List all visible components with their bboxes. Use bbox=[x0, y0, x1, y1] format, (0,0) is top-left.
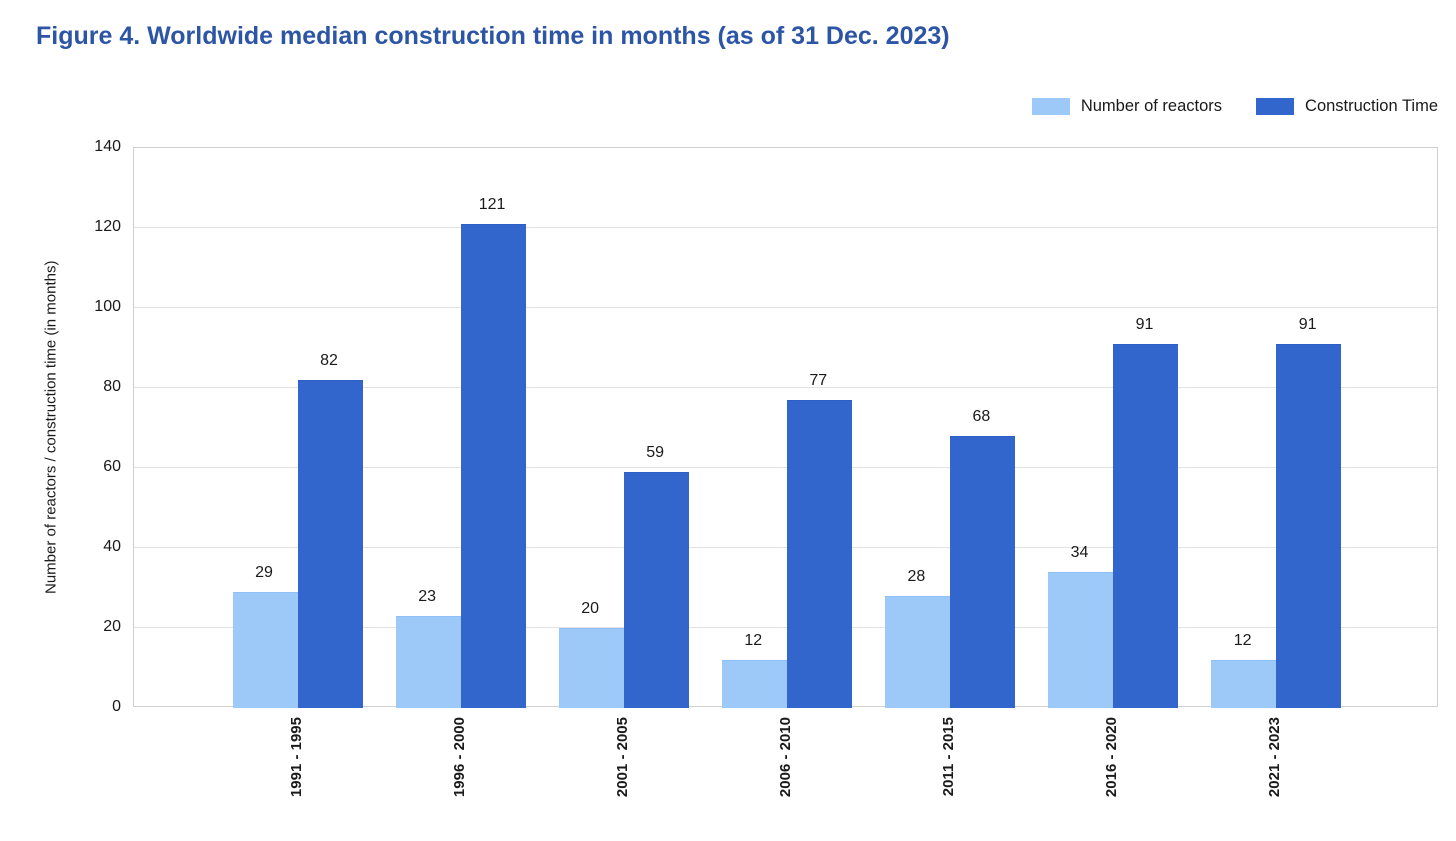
gridline bbox=[134, 467, 1437, 468]
x-axis-label: 1991 - 1995 bbox=[287, 717, 305, 798]
x-axis-label: 2011 - 2015 bbox=[939, 717, 957, 797]
bar bbox=[558, 628, 624, 708]
bar bbox=[1276, 344, 1342, 708]
bar bbox=[460, 224, 526, 708]
x-axis-label: 2001 - 2005 bbox=[613, 717, 631, 798]
bar bbox=[297, 380, 363, 708]
bar bbox=[786, 400, 852, 708]
x-axis-label: 1996 - 2000 bbox=[450, 717, 468, 798]
legend-item: Number of reactors bbox=[1031, 96, 1223, 116]
bar bbox=[623, 472, 689, 708]
bar bbox=[1113, 344, 1178, 708]
bar-value-label: 28 bbox=[907, 568, 926, 585]
y-axis-title: Number of reactors / construction time (… bbox=[42, 260, 60, 594]
bar-value-label: 91 bbox=[1135, 316, 1154, 333]
gridline bbox=[134, 307, 1437, 308]
bar-value-label: 59 bbox=[646, 444, 665, 461]
legend-label: Construction Time bbox=[1305, 96, 1438, 115]
y-tick-label: 60 bbox=[103, 458, 121, 475]
legend-swatch bbox=[1256, 97, 1295, 115]
y-tick-label: 40 bbox=[103, 538, 121, 555]
bar bbox=[1211, 660, 1277, 708]
bar bbox=[949, 436, 1015, 708]
bar bbox=[884, 596, 950, 708]
gridline bbox=[134, 387, 1437, 388]
legend-swatch bbox=[1031, 97, 1070, 115]
gridline bbox=[134, 627, 1437, 628]
bar bbox=[232, 592, 298, 708]
bar-value-label: 77 bbox=[809, 372, 828, 389]
bar-value-label: 91 bbox=[1298, 316, 1317, 333]
x-axis-label: 2006 - 2010 bbox=[776, 717, 794, 798]
bar bbox=[395, 616, 461, 708]
bar-value-label: 68 bbox=[972, 408, 991, 425]
y-tick-label: 100 bbox=[94, 298, 121, 315]
x-axis-label: 2021 - 2023 bbox=[1266, 717, 1284, 798]
y-tick-label: 80 bbox=[103, 378, 121, 395]
plot-area bbox=[133, 147, 1438, 708]
y-tick-label: 20 bbox=[103, 618, 121, 635]
y-tick-label: 120 bbox=[94, 218, 121, 235]
bar bbox=[721, 660, 787, 708]
bar-value-label: 82 bbox=[320, 352, 338, 369]
gridline bbox=[134, 227, 1437, 228]
bar-value-label: 23 bbox=[418, 588, 436, 605]
bar-value-label: 29 bbox=[255, 564, 273, 581]
y-tick-label: 0 bbox=[112, 698, 121, 715]
bar-value-label: 34 bbox=[1070, 544, 1089, 561]
figure-title: Figure 4. Worldwide median construction … bbox=[36, 22, 950, 50]
x-axis-label: 2016 - 2020 bbox=[1103, 717, 1120, 798]
y-tick-label: 140 bbox=[94, 138, 121, 155]
bar-value-label: 121 bbox=[478, 196, 506, 213]
gridline bbox=[134, 547, 1437, 548]
legend-item: Construction Time bbox=[1256, 97, 1438, 116]
bar-value-label: 12 bbox=[744, 632, 763, 649]
bar bbox=[1048, 572, 1113, 708]
legend-label: Number of reactors bbox=[1080, 96, 1223, 115]
chart-legend: Number of reactors Construction Time bbox=[1031, 95, 1438, 117]
bar-value-label: 20 bbox=[581, 600, 600, 617]
bar-value-label: 12 bbox=[1233, 632, 1252, 649]
